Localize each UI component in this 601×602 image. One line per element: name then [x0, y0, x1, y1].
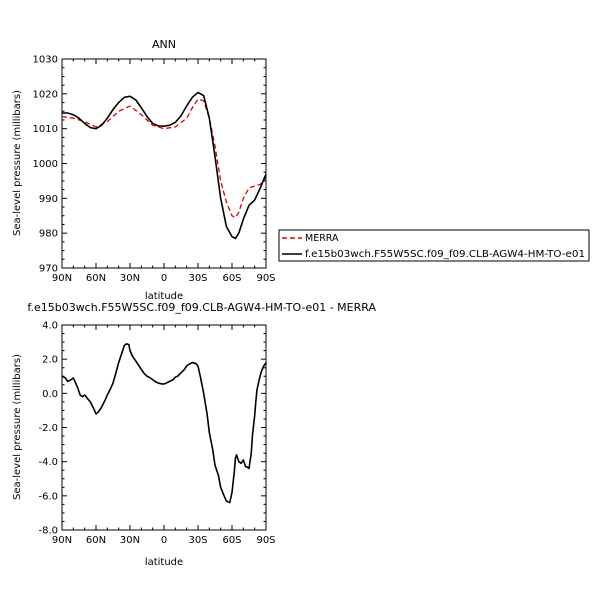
top-axis-ticks: 90N 60N 30N 0 30S 60S 90S 970 980 990 1000 1010 1020… — [33, 55, 276, 285]
bottom-chart-title: f.e15b03wch.F55W5SC.f09_f09.CLB-AGW4-HM-… — [27, 301, 376, 314]
bottom-xtick-label: 30N — [120, 535, 140, 546]
top-xtick-label: 30S — [188, 273, 207, 284]
top-series-group — [61, 91, 267, 240]
top-ytick-label: 990 — [39, 194, 58, 205]
bottom-xtick-label: 90N — [52, 535, 72, 546]
top-xtick-label: 90S — [256, 273, 275, 284]
bottom-axis-ticks: 90N 60N 30N 0 30S 60S 90S -8.0 -6.0 -4.0 -2.0 0.0 2.… — [38, 321, 275, 547]
bottom-x-axis-label: latitude — [145, 557, 183, 568]
top-xtick-label: 60N — [86, 273, 106, 284]
top-plot-frame — [61, 58, 267, 269]
bottom-panel: f.e15b03wch.F55W5SC.f09_f09.CLB-AGW4-HM-… — [12, 301, 376, 568]
legend-label-model: f.e15b03wch.F55W5SC.f09_f09.CLB-AGW4-HM-… — [305, 249, 585, 260]
top-ytick-label: 970 — [39, 264, 58, 275]
top-ytick-label: 1030 — [33, 55, 58, 66]
top-panel: ANN 90N 60N 30N 0 30S 60S 90S 970 980 990 1000 1010… — [12, 38, 590, 302]
bottom-ytick-label: 2.0 — [42, 355, 58, 366]
bottom-ytick-label: -2.0 — [38, 423, 58, 434]
top-series-line-1 — [62, 91, 267, 240]
bottom-plot-frame — [61, 324, 267, 531]
top-ytick-label: 1020 — [33, 89, 58, 100]
bottom-xtick-label: 60N — [86, 535, 106, 546]
top-legend: MERRA f.e15b03wch.F55W5SC.f09_f09.CLB-AG… — [278, 229, 590, 262]
bottom-ytick-label: 4.0 — [42, 321, 58, 332]
legend-box — [278, 229, 590, 262]
top-x-axis-label: latitude — [145, 291, 183, 302]
bottom-series-line-0 — [61, 342, 267, 504]
bottom-ytick-label: 0.0 — [42, 389, 58, 400]
bottom-ytick-label: -8.0 — [38, 526, 58, 537]
bottom-y-axis-label: Sea-level pressure (millibars) — [12, 354, 23, 500]
top-xtick-label: 60S — [222, 273, 241, 284]
bottom-xtick-label: 60S — [222, 535, 241, 546]
bottom-series-group — [61, 342, 267, 504]
top-chart-title: ANN — [152, 38, 176, 51]
top-ytick-label: 980 — [39, 229, 58, 240]
top-y-axis-label: Sea-level pressure (millibars) — [12, 90, 23, 236]
bottom-xtick-label: 90S — [256, 535, 275, 546]
top-xtick-label: 90N — [52, 273, 72, 284]
legend-label-merra: MERRA — [305, 233, 339, 244]
top-xtick-label: 30N — [120, 273, 140, 284]
bottom-ytick-label: -6.0 — [38, 491, 58, 502]
bottom-ytick-label: -4.0 — [38, 457, 58, 468]
bottom-xtick-label: 0 — [161, 535, 167, 546]
top-ytick-label: 1000 — [33, 159, 58, 170]
top-xtick-label: 0 — [161, 273, 167, 284]
bottom-xtick-label: 30S — [188, 535, 207, 546]
top-ytick-label: 1010 — [33, 124, 58, 135]
top-series-line-0 — [61, 98, 267, 219]
